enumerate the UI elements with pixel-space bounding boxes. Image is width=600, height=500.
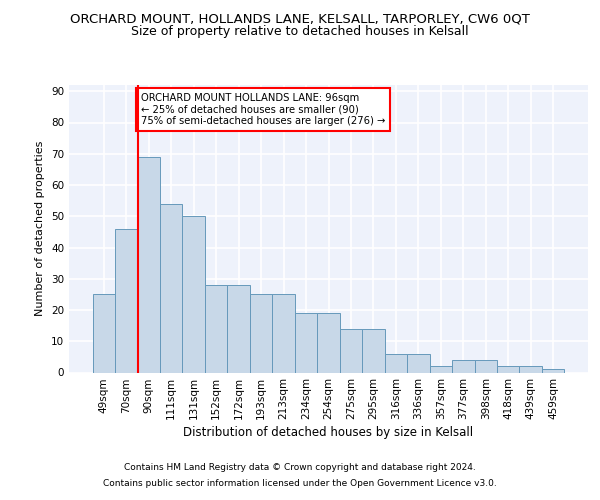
Bar [475,360,497,372]
Text: ORCHARD MOUNT, HOLLANDS LANE, KELSALL, TARPORLEY, CW6 0QT: ORCHARD MOUNT, HOLLANDS LANE, KELSALL, T… [70,12,530,26]
Y-axis label: Number of detached properties: Number of detached properties [35,141,46,316]
Bar [115,229,137,372]
Bar [452,360,475,372]
Bar [295,313,317,372]
Bar [272,294,295,372]
Bar [317,313,340,372]
Bar [227,285,250,372]
Bar [520,366,542,372]
Bar [92,294,115,372]
Bar [407,354,430,372]
Bar [160,204,182,372]
Bar [340,329,362,372]
X-axis label: Distribution of detached houses by size in Kelsall: Distribution of detached houses by size … [184,426,473,440]
Bar [385,354,407,372]
Bar [430,366,452,372]
Text: Size of property relative to detached houses in Kelsall: Size of property relative to detached ho… [131,25,469,38]
Bar [250,294,272,372]
Bar [205,285,227,372]
Text: ORCHARD MOUNT HOLLANDS LANE: 96sqm
← 25% of detached houses are smaller (90)
75%: ORCHARD MOUNT HOLLANDS LANE: 96sqm ← 25%… [141,93,385,126]
Bar [362,329,385,372]
Text: Contains HM Land Registry data © Crown copyright and database right 2024.: Contains HM Land Registry data © Crown c… [124,464,476,472]
Bar [182,216,205,372]
Bar [542,370,565,372]
Bar [137,157,160,372]
Text: Contains public sector information licensed under the Open Government Licence v3: Contains public sector information licen… [103,478,497,488]
Bar [497,366,520,372]
